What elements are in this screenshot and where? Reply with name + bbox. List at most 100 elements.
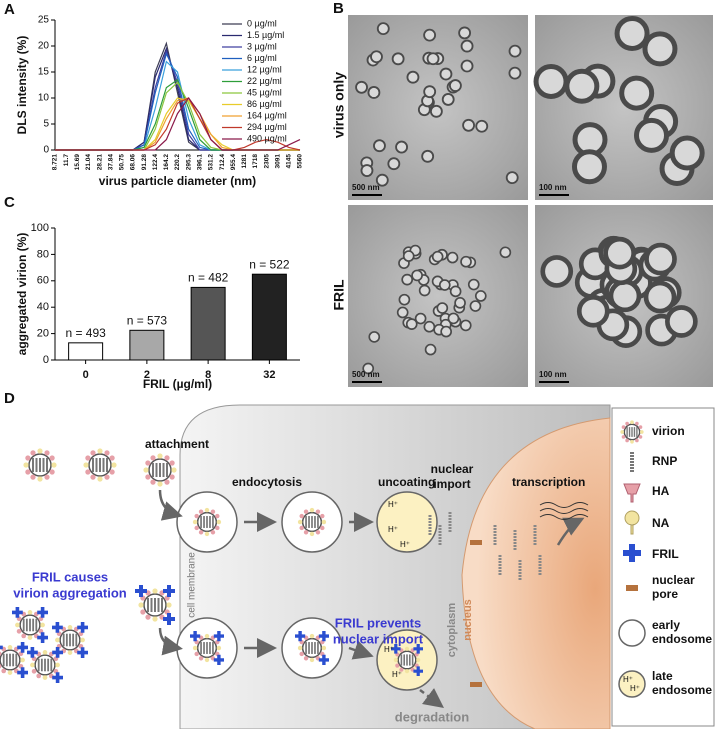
virion-particle — [436, 302, 449, 314]
x-tick-label: 295.3 — [185, 154, 192, 171]
fril-icon — [77, 622, 88, 633]
annotation: n = 573 — [127, 313, 168, 327]
spike — [194, 525, 199, 531]
scale-bar-label: 100 nm — [539, 370, 567, 379]
spike — [97, 448, 103, 454]
virion-particle — [375, 173, 389, 187]
h-plus: H⁺ — [623, 675, 633, 684]
spike — [620, 430, 625, 434]
scale-bar-label: 100 nm — [539, 183, 567, 192]
bar — [190, 286, 226, 361]
legend-label: NA — [652, 516, 670, 530]
x-tick-label: 15.69 — [74, 154, 81, 171]
virion-particle — [505, 171, 519, 185]
virion-particle — [414, 312, 427, 325]
spike — [20, 657, 25, 663]
spike — [90, 450, 96, 456]
fril-icon — [135, 585, 147, 597]
x-tick-label: 5560 — [297, 154, 304, 169]
spike — [166, 602, 172, 608]
virion-particle — [458, 26, 472, 40]
spike — [216, 519, 222, 525]
y-tick-label: 0 — [43, 145, 49, 156]
spike — [49, 469, 55, 475]
virion-particle — [367, 86, 381, 99]
spike — [169, 474, 175, 480]
virion-particle — [642, 31, 678, 67]
spike — [85, 455, 91, 461]
spike — [143, 467, 149, 473]
spike — [44, 450, 50, 456]
virion-particle — [446, 251, 459, 264]
scale-bar-label: 500 nm — [352, 183, 380, 192]
x-tick-label: 1281 — [241, 154, 248, 169]
legend-label: 45 µg/ml — [247, 87, 282, 97]
spike — [55, 662, 60, 668]
spike — [30, 450, 36, 456]
spike — [630, 420, 634, 425]
virion-particle — [426, 52, 440, 66]
spike — [404, 646, 410, 651]
x-tick-label: 164.2 — [163, 154, 170, 171]
spike — [404, 669, 410, 674]
spike — [111, 462, 117, 468]
y-tick-label: 100 — [31, 222, 49, 234]
spike — [31, 668, 37, 674]
spike — [138, 602, 144, 608]
series-line — [55, 96, 301, 151]
x-tick-label: 21.04 — [85, 154, 92, 171]
spike — [309, 633, 315, 639]
x-tick-label: 0 — [83, 369, 89, 381]
fril-icon — [77, 647, 88, 658]
spike — [42, 650, 48, 655]
spike — [625, 421, 629, 426]
virion-particle — [448, 79, 462, 92]
x-tick-label: 32 — [263, 369, 275, 381]
spike — [309, 657, 315, 663]
spike — [157, 453, 163, 459]
virion-particle — [564, 68, 600, 104]
spike — [299, 513, 304, 519]
x-tick-label: 50.75 — [119, 154, 126, 171]
fril-icon — [37, 632, 48, 643]
spike — [639, 430, 644, 434]
y-tick-label: 40 — [37, 301, 49, 313]
x-axis-label: virus particle diameter (nm) — [99, 174, 256, 188]
virion-particle — [421, 149, 435, 163]
arrow — [158, 627, 183, 656]
spike — [309, 507, 315, 513]
virion-particle — [460, 39, 474, 53]
fril-icon — [213, 631, 224, 642]
spike — [416, 657, 421, 663]
spike — [321, 519, 327, 525]
spike — [297, 519, 303, 525]
fril-icon — [17, 667, 29, 678]
spike — [37, 448, 43, 454]
spike — [15, 622, 20, 628]
legend-label: 164 µg/ml — [247, 110, 287, 120]
legend-label: late — [652, 669, 673, 683]
spike — [399, 667, 404, 672]
virion-particle — [467, 278, 480, 291]
spike — [109, 455, 115, 461]
row-label: virus only — [331, 72, 347, 138]
spike — [0, 664, 2, 669]
micrograph — [348, 205, 528, 387]
virion-particle — [395, 140, 408, 154]
fril-icon — [37, 607, 48, 618]
virion-particle — [576, 294, 610, 328]
nucleus-shape — [461, 417, 611, 730]
spike — [25, 455, 31, 461]
spike — [393, 657, 398, 663]
nuclear-pore — [470, 540, 482, 545]
na-icon — [624, 510, 640, 535]
step-label: uncoating — [378, 475, 435, 489]
nuclear-pore — [626, 585, 638, 591]
spike — [303, 656, 309, 661]
spike — [97, 476, 103, 482]
spike — [104, 450, 110, 456]
legend-label: virion — [652, 424, 685, 438]
virion-particle — [423, 28, 437, 42]
spike — [395, 663, 400, 668]
legend-label: 490 µg/ml — [247, 133, 287, 143]
